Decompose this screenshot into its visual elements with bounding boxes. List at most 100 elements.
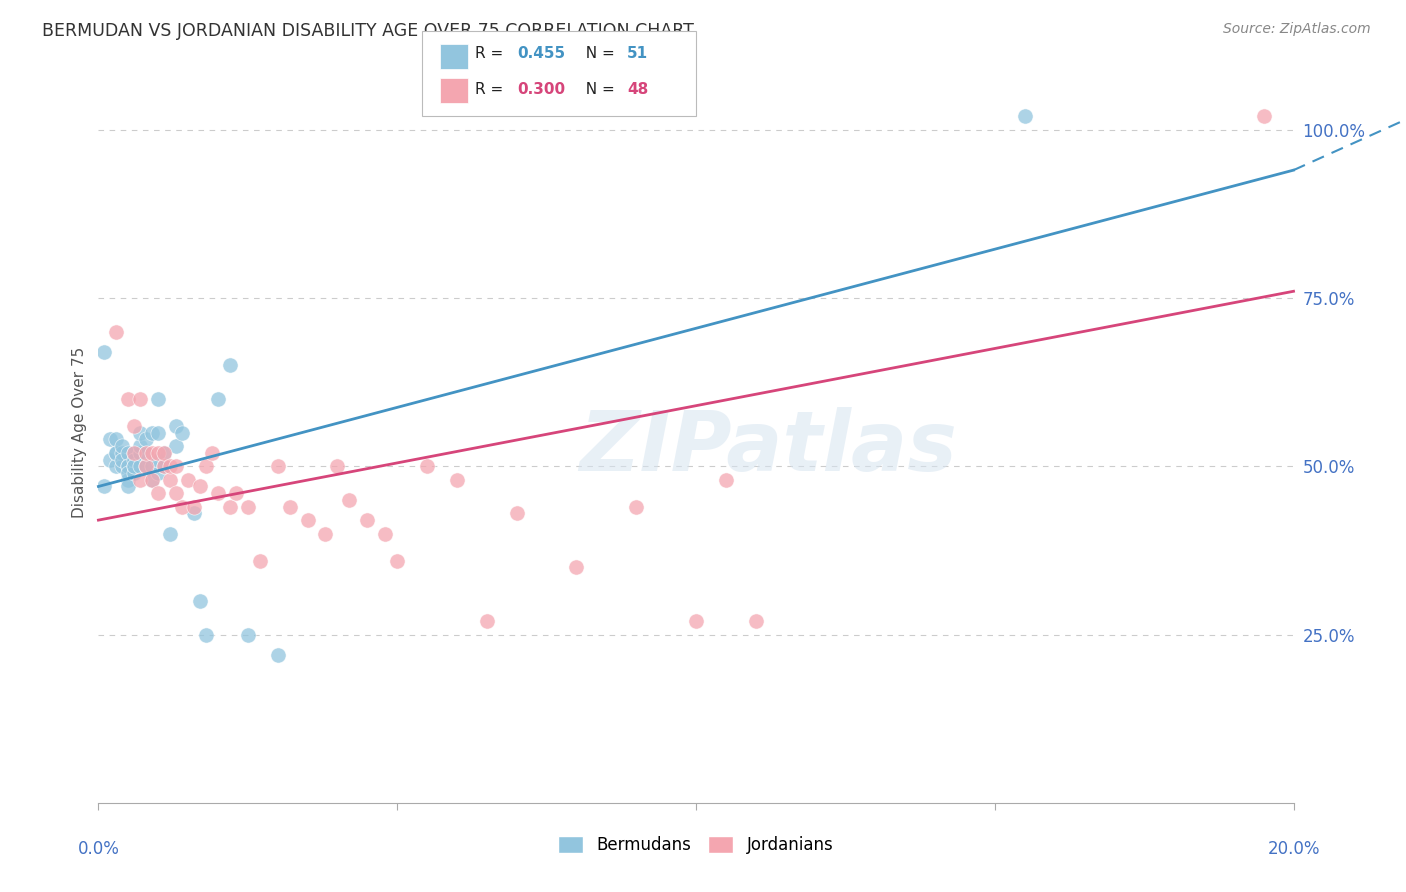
Point: [111, 439, 134, 453]
Point: [135, 459, 157, 474]
Point: [117, 392, 139, 406]
Point: [124, 466, 146, 480]
Text: BERMUDAN VS JORDANIAN DISABILITY AGE OVER 75 CORRELATION CHART: BERMUDAN VS JORDANIAN DISABILITY AGE OVE…: [42, 22, 695, 40]
Point: [159, 459, 181, 474]
Point: [129, 392, 152, 406]
Point: [326, 459, 349, 474]
Point: [165, 486, 187, 500]
Point: [153, 459, 176, 474]
Point: [626, 500, 648, 514]
Point: [117, 446, 139, 460]
Point: [93, 479, 115, 493]
Point: [201, 446, 224, 460]
Point: [141, 425, 163, 440]
Point: [236, 500, 259, 514]
Point: [159, 526, 181, 541]
Text: R =: R =: [475, 46, 509, 62]
Text: Source: ZipAtlas.com: Source: ZipAtlas.com: [1223, 22, 1371, 37]
Point: [148, 486, 170, 500]
Point: [714, 473, 737, 487]
Text: N =: N =: [576, 46, 620, 62]
Point: [225, 486, 247, 500]
Point: [1014, 109, 1036, 123]
Point: [159, 473, 181, 487]
Point: [356, 513, 378, 527]
Point: [153, 446, 176, 460]
Point: [195, 627, 218, 641]
Point: [183, 507, 205, 521]
Point: [565, 560, 588, 574]
Point: [172, 425, 194, 440]
Point: [195, 459, 218, 474]
Point: [117, 473, 139, 487]
Point: [207, 486, 229, 500]
Point: [135, 446, 157, 460]
Point: [267, 648, 290, 662]
Point: [148, 425, 170, 440]
Point: [135, 446, 157, 460]
Point: [98, 452, 122, 467]
Point: [98, 433, 122, 447]
Point: [207, 392, 229, 406]
Point: [219, 500, 242, 514]
Point: [278, 500, 301, 514]
Point: [506, 507, 529, 521]
Point: [165, 418, 187, 433]
Point: [745, 614, 768, 628]
Point: [475, 614, 498, 628]
Text: 48: 48: [627, 82, 648, 97]
Text: 0.0%: 0.0%: [77, 840, 120, 858]
Point: [236, 627, 259, 641]
Point: [111, 452, 134, 467]
Point: [153, 446, 176, 460]
Point: [416, 459, 439, 474]
Point: [249, 553, 271, 567]
Point: [124, 452, 146, 467]
Point: [148, 446, 170, 460]
Point: [172, 500, 194, 514]
Point: [177, 473, 200, 487]
Point: [267, 459, 290, 474]
Point: [135, 459, 157, 474]
Point: [297, 513, 319, 527]
Point: [165, 459, 187, 474]
Point: [219, 359, 242, 373]
Text: R =: R =: [475, 82, 509, 97]
Point: [374, 526, 396, 541]
Point: [111, 446, 134, 460]
Point: [141, 473, 163, 487]
Point: [105, 459, 128, 474]
Point: [385, 553, 409, 567]
Point: [141, 459, 163, 474]
Point: [124, 459, 146, 474]
Point: [124, 446, 146, 460]
Point: [1253, 109, 1275, 123]
Point: [141, 446, 163, 460]
Point: [339, 492, 361, 507]
Point: [117, 459, 139, 474]
Point: [105, 446, 128, 460]
Point: [446, 473, 468, 487]
Point: [93, 344, 115, 359]
Point: [129, 473, 152, 487]
Point: [148, 452, 170, 467]
Point: [124, 446, 146, 460]
Text: 0.455: 0.455: [517, 46, 565, 62]
Point: [315, 526, 337, 541]
Point: [153, 459, 176, 474]
Point: [188, 479, 211, 493]
Point: [141, 473, 163, 487]
Point: [183, 500, 205, 514]
Point: [111, 459, 134, 474]
Point: [129, 439, 152, 453]
Y-axis label: Disability Age Over 75: Disability Age Over 75: [72, 347, 87, 518]
Point: [117, 459, 139, 474]
Point: [148, 392, 170, 406]
Legend: Bermudans, Jordanians: Bermudans, Jordanians: [551, 830, 841, 861]
Text: 51: 51: [627, 46, 648, 62]
Point: [129, 446, 152, 460]
Text: 20.0%: 20.0%: [1267, 840, 1320, 858]
Point: [129, 459, 152, 474]
Text: ZIPatlas: ZIPatlas: [579, 407, 956, 488]
Point: [135, 433, 157, 447]
